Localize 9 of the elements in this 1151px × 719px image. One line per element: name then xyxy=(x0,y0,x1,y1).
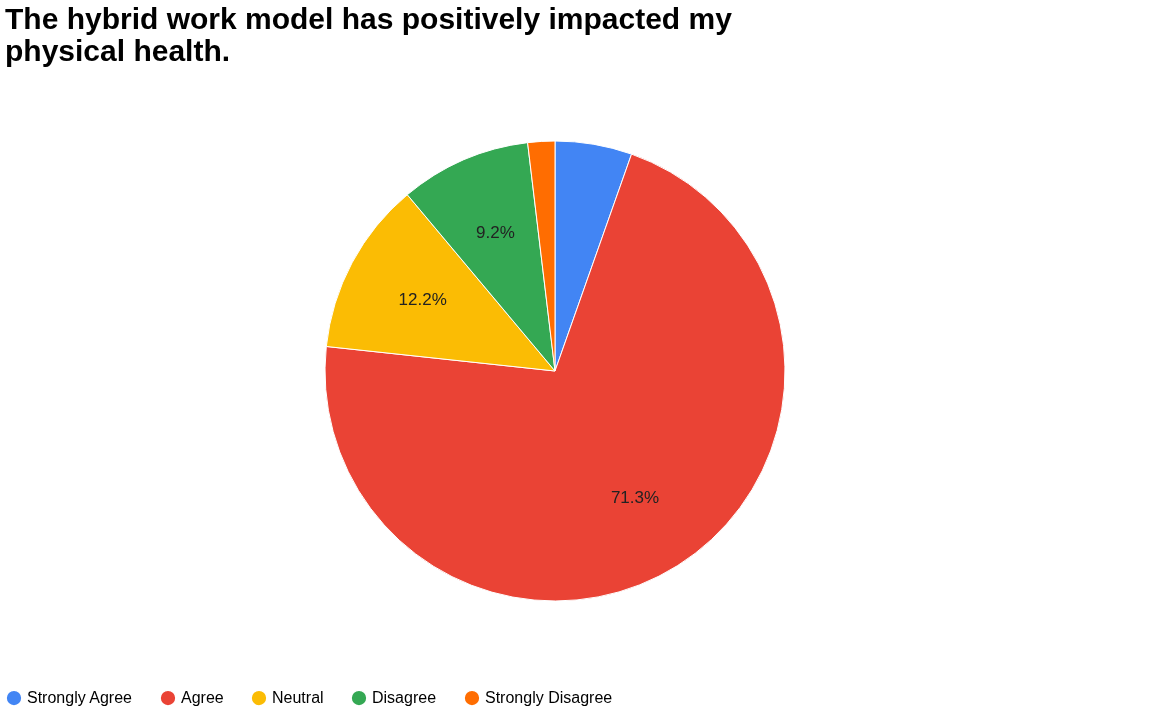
legend-label: Strongly Agree xyxy=(27,689,133,707)
chart-title: The hybrid work model has positively impacted my physical health. xyxy=(5,2,733,67)
legend-label: Disagree xyxy=(372,689,437,707)
data-label: 9.2% xyxy=(476,223,515,243)
legend-label: Strongly Disagree xyxy=(485,689,613,707)
data-label: 12.2% xyxy=(398,290,447,310)
legend-label: Agree xyxy=(181,689,224,707)
data-label: 71.3% xyxy=(610,487,660,507)
legend-label: Neutral xyxy=(272,689,324,707)
